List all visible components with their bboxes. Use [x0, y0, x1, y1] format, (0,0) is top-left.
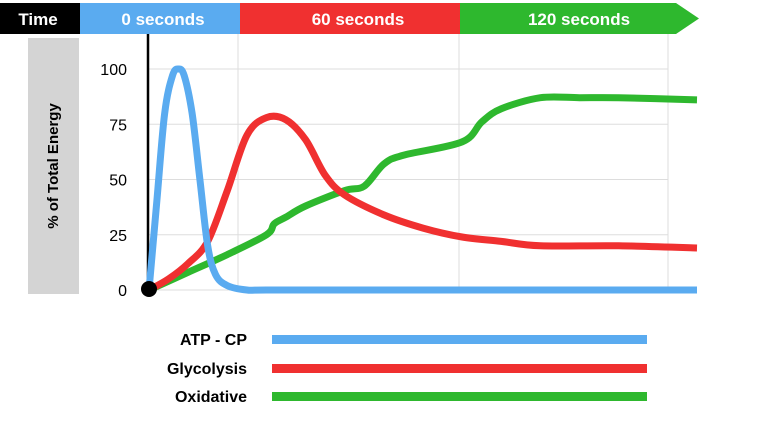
- y-tick-label-50: 50: [109, 173, 127, 190]
- y-axis-label-panel: [28, 38, 79, 294]
- series-line-oxidative: [147, 93, 698, 294]
- legend-swatch-atp-cp: [272, 335, 647, 344]
- y-tick-label-75: 75: [109, 117, 127, 134]
- y-tick-labels: 0 25 50 75 100: [100, 62, 127, 300]
- legend: ATP - CP Glycolysis Oxidative: [167, 332, 647, 406]
- legend-label-atp-cp: ATP - CP: [180, 332, 247, 349]
- origin-dot: [141, 281, 157, 297]
- timeline-segment-label-0: 0 seconds: [121, 10, 204, 29]
- legend-label-oxidative: Oxidative: [175, 389, 247, 406]
- y-tick-label-0: 0: [118, 283, 127, 300]
- timeline-label-box: [0, 3, 80, 34]
- series-line-glycolysis: [147, 112, 698, 294]
- legend-label-glycolysis: Glycolysis: [167, 361, 247, 378]
- series-lines: [145, 65, 698, 294]
- y-tick-label-25: 25: [109, 228, 127, 245]
- timeline-label: Time: [18, 10, 57, 29]
- timeline-bar: Time 0 seconds 60 seconds 120 seconds: [0, 3, 699, 34]
- timeline-segment-label-60: 60 seconds: [312, 10, 405, 29]
- timeline-segment-60-seconds: [240, 3, 490, 34]
- y-tick-label-100: 100: [100, 62, 127, 79]
- timeline-segment-0-seconds: [80, 3, 266, 34]
- timeline-segment-120-seconds: [460, 3, 699, 34]
- legend-swatch-glycolysis: [272, 364, 647, 373]
- y-axis-label: % of Total Energy: [45, 103, 62, 229]
- legend-swatch-oxidative: [272, 392, 647, 401]
- timeline-segment-label-120: 120 seconds: [528, 10, 630, 29]
- series-line-atp-cp: [145, 65, 697, 294]
